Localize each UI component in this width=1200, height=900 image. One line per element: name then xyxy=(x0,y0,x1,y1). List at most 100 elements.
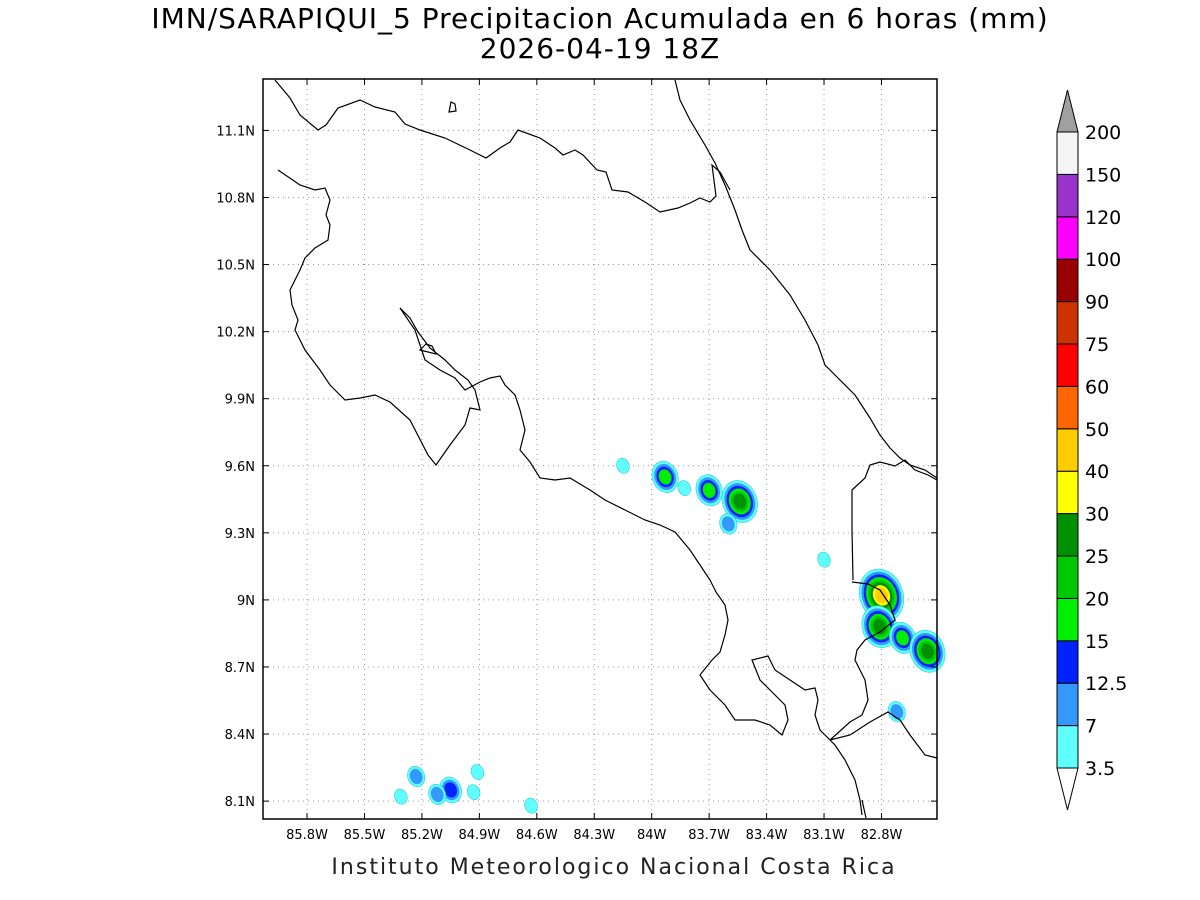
colorbar-label: 7 xyxy=(1085,716,1097,738)
colorbar-label: 50 xyxy=(1085,419,1109,441)
colorbar-label: 200 xyxy=(1085,122,1121,144)
precip-contour xyxy=(394,788,408,805)
lat-tick-label: 10.2N xyxy=(216,326,255,341)
precip-contour xyxy=(444,782,458,798)
precip-cell xyxy=(394,788,408,805)
pacific-coast xyxy=(277,169,863,816)
precip-contour xyxy=(524,797,538,814)
lon-tick-label: 83.1W xyxy=(803,828,845,843)
precip-contour xyxy=(896,630,909,646)
precip-cell xyxy=(909,630,946,673)
colorbar-box xyxy=(1056,470,1079,515)
lat-tick-label: 10.5N xyxy=(216,259,255,274)
panama-coast xyxy=(829,581,938,819)
precip-cell xyxy=(466,784,481,801)
lon-tick-label: 85.5W xyxy=(344,828,386,843)
colorbar-under-arrow xyxy=(1056,767,1079,811)
lon-tick-label: 85.2W xyxy=(401,828,443,843)
colorbar-label: 20 xyxy=(1085,588,1109,610)
lon-tick-label: 84.3W xyxy=(573,828,615,843)
precip-contour xyxy=(721,516,735,532)
precip-cell xyxy=(889,622,916,654)
precip-contour xyxy=(702,482,716,498)
colorbar-label: 40 xyxy=(1085,461,1109,483)
island-outline xyxy=(448,101,457,113)
precip-contour xyxy=(921,643,934,659)
lat-tick-label: 8.4N xyxy=(225,728,255,743)
colorbar-box xyxy=(1056,725,1079,769)
lat-tick-label: 9N xyxy=(237,594,255,609)
colorbar-box xyxy=(1056,301,1079,345)
lat-tick-label: 9.9N xyxy=(225,393,255,408)
colorbar-over-arrow xyxy=(1056,89,1079,133)
precip-cell xyxy=(677,480,691,496)
footer-credit: Instituto Meteorologico Nacional Costa R… xyxy=(331,855,897,880)
lon-tick-label: 82.8W xyxy=(861,828,903,843)
lat-tick-label: 10.8N xyxy=(216,191,255,206)
precip-contour xyxy=(658,469,672,485)
map-valid-time: 2026-04-19 18Z xyxy=(479,32,721,65)
precip-cell xyxy=(407,765,426,788)
colorbar-box xyxy=(1056,428,1079,472)
coastline xyxy=(274,79,938,819)
lat-tick-label: 9.3N xyxy=(225,527,255,542)
precip-contour xyxy=(616,457,630,474)
precip-contour xyxy=(470,764,485,780)
precip-contour xyxy=(430,786,444,802)
colorbar-label: 30 xyxy=(1085,504,1109,526)
nicaragua-border xyxy=(274,79,731,213)
colorbar-box xyxy=(1056,173,1079,218)
lat-tick-label: 8.7N xyxy=(225,661,255,676)
precip-cell xyxy=(887,701,906,723)
colorbar-box xyxy=(1056,385,1079,430)
colorbar-box xyxy=(1056,343,1079,387)
lon-tick-label: 83.4W xyxy=(746,828,788,843)
precip-cell xyxy=(721,480,758,523)
colorbar-label: 90 xyxy=(1085,292,1109,314)
caribbean-coast xyxy=(674,79,938,479)
colorbar-label: 150 xyxy=(1085,164,1121,186)
lon-tick-label: 83.7W xyxy=(688,828,730,843)
lat-tick-label: 11.1N xyxy=(216,124,255,139)
precip-cell xyxy=(651,461,679,493)
precip-contour xyxy=(466,784,481,801)
axis-ticks: 85.8W 85.5W 85.2W 84.9W 84.6W 84.3W 84W 83.7W 83… xyxy=(216,79,937,843)
colorbar-box xyxy=(1056,597,1079,642)
colorbar-label: 25 xyxy=(1085,546,1109,568)
lat-tick-label: 8.1N xyxy=(225,795,255,810)
precip-contour xyxy=(733,493,747,510)
colorbar-label: 3.5 xyxy=(1085,758,1115,780)
colorbar-label: 120 xyxy=(1085,207,1121,229)
colorbar-box xyxy=(1056,258,1079,303)
colorbar-box xyxy=(1056,216,1079,260)
colorbar-label: 12.5 xyxy=(1085,673,1127,695)
precip-contour xyxy=(409,768,423,785)
lon-tick-label: 84W xyxy=(637,828,667,843)
precip-contour xyxy=(875,587,888,604)
colorbar-box xyxy=(1056,682,1079,727)
precip-contour xyxy=(677,480,691,496)
colorbar-label: 60 xyxy=(1085,376,1109,398)
precip-cell xyxy=(817,551,831,568)
colorbar-box xyxy=(1056,131,1079,175)
precipitation-field xyxy=(394,457,946,814)
lon-tick-label: 85.8W xyxy=(286,828,328,843)
colorbar: 3.5 7 12.5 15 20 25 30 40 50 60 75 90 100 120 150 200 xyxy=(1056,89,1127,811)
lon-tick-label: 84.6W xyxy=(516,828,558,843)
precip-cell xyxy=(428,783,447,805)
precip-cell xyxy=(695,474,723,507)
precip-contour xyxy=(817,551,831,568)
colorbar-label: 15 xyxy=(1085,631,1109,653)
lon-tick-label: 84.9W xyxy=(458,828,500,843)
precip-cell xyxy=(524,797,538,814)
colorbar-box xyxy=(1056,555,1079,599)
map-grid xyxy=(263,79,937,819)
precip-cell xyxy=(719,513,738,535)
lake-outline xyxy=(418,343,438,355)
precip-cell xyxy=(616,457,630,474)
colorbar-box xyxy=(1056,640,1079,684)
colorbar-label: 100 xyxy=(1085,249,1121,271)
panama-border xyxy=(851,459,938,581)
map-frame xyxy=(262,78,938,820)
